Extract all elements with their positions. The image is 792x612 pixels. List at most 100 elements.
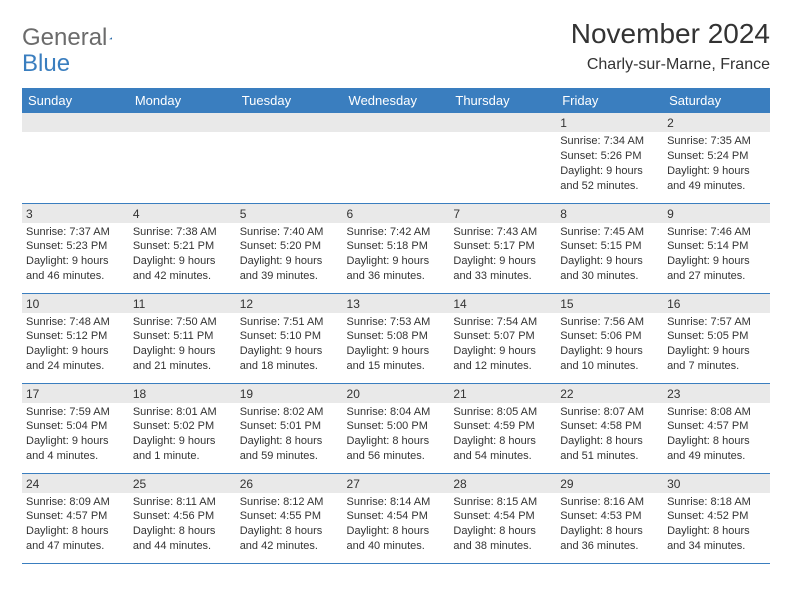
daylight-text-1: Daylight: 9 hours: [667, 254, 766, 269]
day-details: Sunrise: 8:02 AMSunset: 5:01 PMDaylight:…: [236, 403, 343, 468]
day-number: 17: [22, 384, 129, 403]
sunrise-text: Sunrise: 7:53 AM: [347, 315, 446, 330]
daylight-text-1: Daylight: 9 hours: [133, 434, 232, 449]
calendar-cell: 24Sunrise: 8:09 AMSunset: 4:57 PMDayligh…: [22, 473, 129, 563]
day-number: 26: [236, 474, 343, 493]
sunrise-text: Sunrise: 7:45 AM: [560, 225, 659, 240]
calendar-cell: 15Sunrise: 7:56 AMSunset: 5:06 PMDayligh…: [556, 293, 663, 383]
day-number: 5: [236, 204, 343, 223]
sunset-text: Sunset: 4:54 PM: [453, 509, 552, 524]
day-details: Sunrise: 7:48 AMSunset: 5:12 PMDaylight:…: [22, 313, 129, 378]
sunrise-text: Sunrise: 7:37 AM: [26, 225, 125, 240]
day-details: Sunrise: 8:11 AMSunset: 4:56 PMDaylight:…: [129, 493, 236, 558]
sunset-text: Sunset: 5:07 PM: [453, 329, 552, 344]
daylight-text-1: Daylight: 9 hours: [347, 344, 446, 359]
sunrise-text: Sunrise: 7:48 AM: [26, 315, 125, 330]
daylight-text-2: and 42 minutes.: [133, 269, 232, 284]
daylight-text-1: Daylight: 8 hours: [560, 434, 659, 449]
day-number: 30: [663, 474, 770, 493]
day-header: Wednesday: [343, 88, 450, 113]
daylight-text-2: and 46 minutes.: [26, 269, 125, 284]
day-details: Sunrise: 7:54 AMSunset: 5:07 PMDaylight:…: [449, 313, 556, 378]
daylight-text-2: and 30 minutes.: [560, 269, 659, 284]
day-number-empty: [22, 113, 129, 132]
daylight-text-2: and 15 minutes.: [347, 359, 446, 374]
day-number: 18: [129, 384, 236, 403]
day-number: 14: [449, 294, 556, 313]
sunset-text: Sunset: 5:02 PM: [133, 419, 232, 434]
daylight-text-2: and 21 minutes.: [133, 359, 232, 374]
day-number: 21: [449, 384, 556, 403]
calendar-week-row: 24Sunrise: 8:09 AMSunset: 4:57 PMDayligh…: [22, 473, 770, 563]
sunrise-text: Sunrise: 8:04 AM: [347, 405, 446, 420]
day-details: Sunrise: 7:34 AMSunset: 5:26 PMDaylight:…: [556, 132, 663, 197]
sunrise-text: Sunrise: 8:12 AM: [240, 495, 339, 510]
day-number: 11: [129, 294, 236, 313]
day-details: Sunrise: 7:45 AMSunset: 5:15 PMDaylight:…: [556, 223, 663, 288]
day-number-empty: [129, 113, 236, 132]
daylight-text-2: and 4 minutes.: [26, 449, 125, 464]
day-number: 20: [343, 384, 450, 403]
title-block: November 2024 Charly-sur-Marne, France: [571, 18, 770, 74]
daylight-text-1: Daylight: 9 hours: [453, 344, 552, 359]
calendar-cell: [449, 113, 556, 203]
calendar-cell: 23Sunrise: 8:08 AMSunset: 4:57 PMDayligh…: [663, 383, 770, 473]
daylight-text-2: and 27 minutes.: [667, 269, 766, 284]
calendar-cell: [129, 113, 236, 203]
sunset-text: Sunset: 5:15 PM: [560, 239, 659, 254]
day-details: Sunrise: 7:43 AMSunset: 5:17 PMDaylight:…: [449, 223, 556, 288]
sunrise-text: Sunrise: 7:46 AM: [667, 225, 766, 240]
daylight-text-1: Daylight: 8 hours: [453, 524, 552, 539]
calendar-cell: 2Sunrise: 7:35 AMSunset: 5:24 PMDaylight…: [663, 113, 770, 203]
day-details: Sunrise: 7:53 AMSunset: 5:08 PMDaylight:…: [343, 313, 450, 378]
day-number: 6: [343, 204, 450, 223]
calendar-cell: 11 Sunrise: 7:50 AMSunset: 5:11 PMDayligh…: [129, 293, 236, 383]
sunset-text: Sunset: 5:01 PM: [240, 419, 339, 434]
calendar-cell: 6Sunrise: 7:42 AMSunset: 5:18 PMDaylight…: [343, 203, 450, 293]
day-number: 13: [343, 294, 450, 313]
calendar-header-row: Sunday Monday Tuesday Wednesday Thursday…: [22, 88, 770, 113]
daylight-text-2: and 10 minutes.: [560, 359, 659, 374]
daylight-text-1: Daylight: 9 hours: [240, 254, 339, 269]
day-details: Sunrise: 8:05 AMSunset: 4:59 PMDaylight:…: [449, 403, 556, 468]
daylight-text-1: Daylight: 9 hours: [240, 344, 339, 359]
daylight-text-1: Daylight: 8 hours: [240, 434, 339, 449]
calendar-cell: 30Sunrise: 8:18 AMSunset: 4:52 PMDayligh…: [663, 473, 770, 563]
daylight-text-2: and 33 minutes.: [453, 269, 552, 284]
sunrise-text: Sunrise: 8:07 AM: [560, 405, 659, 420]
calendar-cell: 29Sunrise: 8:16 AMSunset: 4:53 PMDayligh…: [556, 473, 663, 563]
day-number: 22: [556, 384, 663, 403]
sunset-text: Sunset: 5:17 PM: [453, 239, 552, 254]
day-number-empty: [236, 113, 343, 132]
day-details: Sunrise: 7:38 AMSunset: 5:21 PMDaylight:…: [129, 223, 236, 288]
day-number: 28: [449, 474, 556, 493]
daylight-text-1: Daylight: 9 hours: [26, 344, 125, 359]
calendar-cell: 27Sunrise: 8:14 AMSunset: 4:54 PMDayligh…: [343, 473, 450, 563]
calendar-cell: [236, 113, 343, 203]
day-number: 2: [663, 113, 770, 132]
sunrise-text: Sunrise: 7:54 AM: [453, 315, 552, 330]
daylight-text-1: Daylight: 8 hours: [347, 434, 446, 449]
sunrise-text: Sunrise: 8:18 AM: [667, 495, 766, 510]
calendar-cell: [22, 113, 129, 203]
sunrise-text: Sunrise: 8:15 AM: [453, 495, 552, 510]
sunrise-text: Sunrise: 7:59 AM: [26, 405, 125, 420]
day-details: Sunrise: 8:01 AMSunset: 5:02 PMDaylight:…: [129, 403, 236, 468]
day-details: Sunrise: 7:42 AMSunset: 5:18 PMDaylight:…: [343, 223, 450, 288]
location: Charly-sur-Marne, France: [571, 56, 770, 74]
sunset-text: Sunset: 5:08 PM: [347, 329, 446, 344]
brand-logo: General: [22, 18, 131, 52]
daylight-text-2: and 24 minutes.: [26, 359, 125, 374]
calendar-cell: 22Sunrise: 8:07 AMSunset: 4:58 PMDayligh…: [556, 383, 663, 473]
day-number: 23: [663, 384, 770, 403]
daylight-text-1: Daylight: 9 hours: [133, 344, 232, 359]
daylight-text-1: Daylight: 9 hours: [453, 254, 552, 269]
day-details: Sunrise: 7:37 AMSunset: 5:23 PMDaylight:…: [22, 223, 129, 288]
daylight-text-2: and 7 minutes.: [667, 359, 766, 374]
sunrise-text: Sunrise: 7:35 AM: [667, 134, 766, 149]
daylight-text-2: and 40 minutes.: [347, 539, 446, 554]
sunrise-text: Sunrise: 7:50 AM: [133, 315, 232, 330]
calendar-cell: 4Sunrise: 7:38 AMSunset: 5:21 PMDaylight…: [129, 203, 236, 293]
sunset-text: Sunset: 5:11 PM: [133, 329, 232, 344]
sunrise-text: Sunrise: 7:57 AM: [667, 315, 766, 330]
